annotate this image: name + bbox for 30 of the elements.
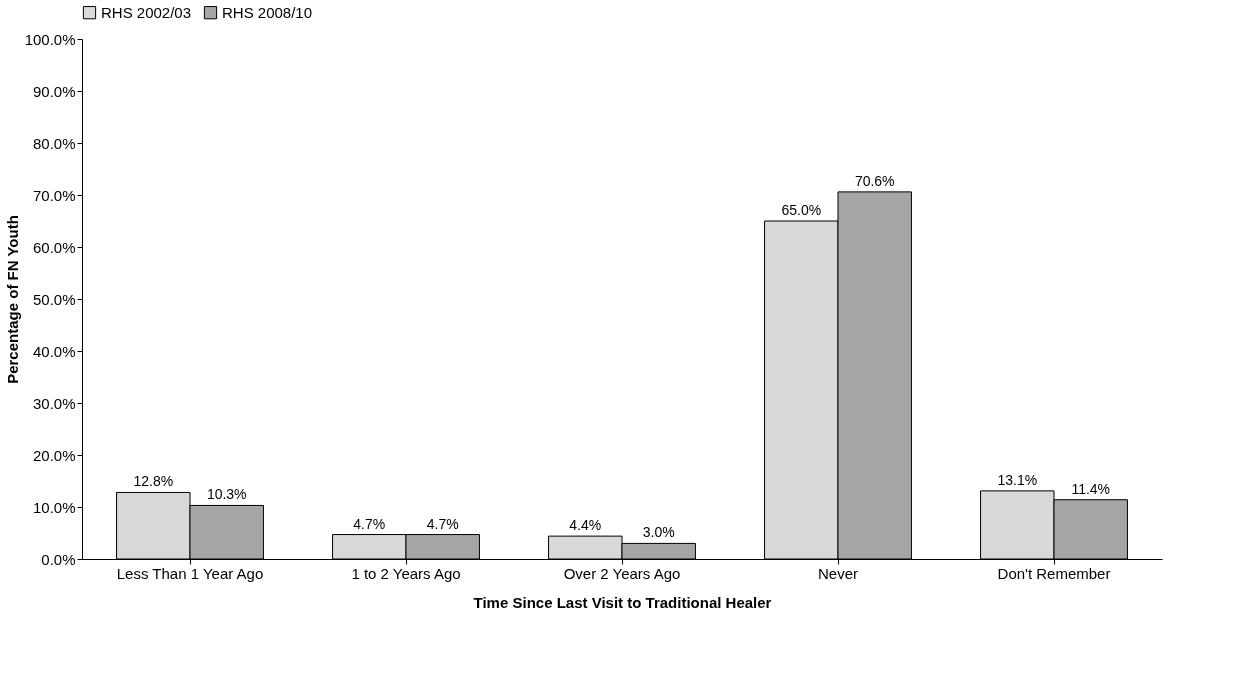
y-tick-label: 20.0% — [32, 446, 76, 464]
y-axis-title: Percentage of FN Youth — [3, 215, 21, 384]
data-label: 4.7% — [426, 515, 459, 532]
y-tick-label: 50.0% — [32, 290, 76, 308]
data-label: 65.0% — [781, 202, 822, 218]
y-tick-label: 70.0% — [32, 186, 76, 204]
y-tick-label: 60.0% — [32, 238, 76, 256]
legend-label: RHS 2002/03 — [101, 3, 192, 21]
y-tick-label: 10.0% — [32, 498, 76, 516]
y-tick-label: 40.0% — [32, 342, 76, 360]
data-label: 11.4% — [1071, 480, 1111, 497]
data-label: 3.0% — [642, 524, 675, 541]
x-tick-label: Don't Remember — [997, 564, 1111, 582]
data-label: 10.3% — [206, 486, 247, 503]
y-tick-label: 0.0% — [41, 550, 76, 568]
legend-label: RHS 2008/10 — [222, 3, 313, 21]
x-tick-label: Over 2 Years Ago — [563, 564, 681, 582]
data-label: 70.6% — [854, 172, 895, 189]
y-tick-label: 80.0% — [32, 134, 76, 152]
x-tick-label: 1 to 2 Years Ago — [351, 564, 461, 582]
data-label: 13.1% — [997, 471, 1038, 488]
x-axis-title: Time Since Last Visit to Traditional Healer — [473, 593, 772, 611]
x-tick-label: Never — [817, 564, 859, 582]
y-tick-label: 30.0% — [32, 394, 76, 412]
y-tick-label: 100.0% — [24, 30, 76, 48]
data-label: 12.8% — [133, 473, 174, 490]
data-label: 4.4% — [569, 517, 602, 534]
x-tick-label: Less Than 1 Year Ago — [116, 564, 264, 582]
y-tick-label: 90.0% — [32, 82, 76, 100]
data-label: 4.7% — [353, 515, 386, 532]
